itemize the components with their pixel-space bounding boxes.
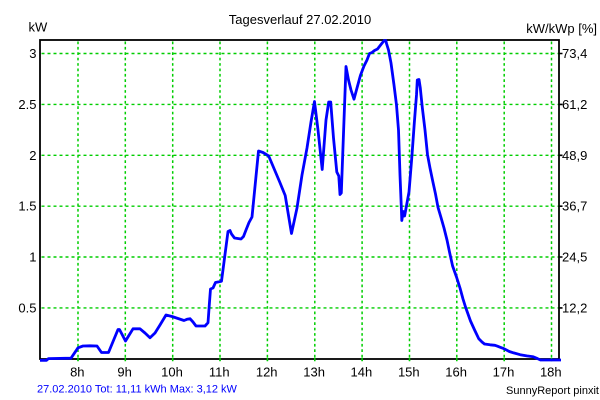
svg-text:2.5: 2.5 (18, 97, 36, 112)
svg-text:8h: 8h (70, 365, 84, 380)
svg-text:12h: 12h (256, 365, 278, 380)
svg-text:11h: 11h (209, 365, 230, 380)
svg-text:17h: 17h (493, 365, 515, 380)
svg-text:kW/kWp [%]: kW/kWp [%] (526, 21, 597, 36)
svg-text:10h: 10h (161, 365, 183, 380)
svg-text:3: 3 (29, 46, 36, 61)
svg-text:9h: 9h (117, 365, 131, 380)
svg-text:16h: 16h (445, 365, 467, 380)
svg-text:61,2: 61,2 (562, 97, 587, 112)
svg-text:kW: kW (29, 20, 49, 35)
svg-text:27.02.2010 Tot: 11,11 kWh Max:: 27.02.2010 Tot: 11,11 kWh Max: 3,12 kW (37, 384, 238, 396)
svg-text:13h: 13h (303, 365, 325, 380)
svg-text:15h: 15h (398, 365, 420, 380)
svg-text:36,7: 36,7 (562, 199, 587, 214)
svg-text:SunnyReport pinxit: SunnyReport pinxit (506, 385, 599, 397)
svg-text:48,9: 48,9 (562, 148, 587, 163)
svg-text:12,2: 12,2 (562, 300, 587, 315)
svg-text:14h: 14h (351, 365, 373, 380)
svg-text:2: 2 (29, 148, 36, 163)
svg-text:1.5: 1.5 (18, 199, 36, 214)
svg-text:1: 1 (29, 250, 36, 265)
svg-text:24,5: 24,5 (562, 250, 587, 265)
svg-text:0.5: 0.5 (18, 300, 36, 315)
svg-text:Tagesverlauf 27.02.2010: Tagesverlauf 27.02.2010 (229, 12, 371, 27)
svg-text:18h: 18h (540, 365, 562, 380)
svg-text:73,4: 73,4 (562, 46, 587, 61)
